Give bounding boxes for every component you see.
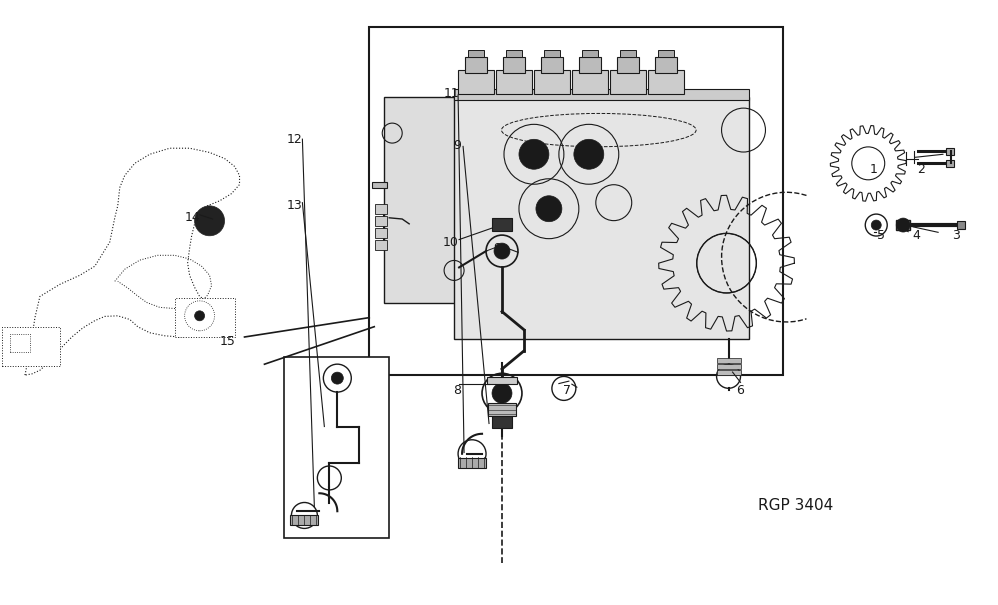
Bar bbox=[384, 97, 469, 302]
Bar bbox=[610, 70, 646, 94]
Text: 11: 11 bbox=[443, 87, 459, 100]
Circle shape bbox=[536, 196, 562, 221]
Text: 1: 1 bbox=[869, 163, 877, 176]
Bar bbox=[375, 228, 387, 238]
Text: 3: 3 bbox=[952, 229, 960, 243]
Bar bbox=[488, 403, 516, 416]
Text: 5: 5 bbox=[877, 229, 885, 243]
Bar bbox=[620, 50, 636, 57]
Text: 10: 10 bbox=[443, 235, 459, 249]
Bar bbox=[290, 515, 318, 525]
Bar bbox=[648, 70, 684, 94]
Bar bbox=[454, 97, 748, 339]
Bar bbox=[506, 50, 522, 57]
Bar bbox=[458, 70, 494, 94]
Circle shape bbox=[494, 243, 510, 259]
Bar bbox=[375, 240, 387, 250]
Bar bbox=[717, 358, 741, 363]
Text: 6: 6 bbox=[737, 384, 745, 397]
Circle shape bbox=[574, 139, 604, 169]
Bar bbox=[372, 182, 387, 188]
Circle shape bbox=[519, 139, 549, 169]
Bar bbox=[458, 458, 486, 468]
Bar bbox=[658, 50, 674, 57]
Text: 8: 8 bbox=[453, 384, 461, 397]
Text: 4: 4 bbox=[912, 229, 920, 243]
Text: 15: 15 bbox=[220, 335, 236, 348]
Bar bbox=[946, 160, 954, 167]
Text: 13: 13 bbox=[286, 199, 302, 212]
Text: 2: 2 bbox=[917, 163, 925, 176]
Circle shape bbox=[195, 311, 205, 321]
Bar bbox=[2, 327, 60, 366]
Bar bbox=[496, 70, 532, 94]
Bar bbox=[582, 50, 598, 57]
Text: 12: 12 bbox=[286, 132, 302, 146]
Circle shape bbox=[896, 218, 910, 232]
Bar bbox=[487, 377, 517, 384]
Circle shape bbox=[195, 206, 225, 236]
Bar bbox=[946, 148, 954, 155]
Bar bbox=[655, 57, 677, 73]
Bar bbox=[544, 50, 560, 57]
Bar bbox=[10, 334, 30, 352]
Bar bbox=[375, 204, 387, 214]
Bar bbox=[541, 57, 563, 73]
Bar bbox=[717, 370, 741, 375]
Circle shape bbox=[871, 220, 881, 230]
Bar bbox=[492, 415, 512, 428]
Text: 9: 9 bbox=[453, 139, 461, 152]
Circle shape bbox=[331, 372, 343, 384]
Bar bbox=[503, 57, 525, 73]
Text: 14: 14 bbox=[185, 211, 201, 224]
Text: RGP 3404: RGP 3404 bbox=[758, 498, 833, 512]
Bar bbox=[957, 221, 965, 229]
Bar bbox=[468, 50, 484, 57]
Bar bbox=[717, 364, 741, 369]
Bar bbox=[896, 220, 910, 230]
Bar bbox=[369, 27, 783, 375]
Bar bbox=[454, 89, 748, 100]
Bar bbox=[465, 57, 487, 73]
Text: 9: 9 bbox=[493, 241, 501, 255]
Bar bbox=[175, 298, 235, 337]
Bar bbox=[617, 57, 639, 73]
Bar bbox=[492, 218, 512, 231]
Bar bbox=[534, 70, 570, 94]
Bar bbox=[284, 357, 389, 538]
Text: 7: 7 bbox=[563, 384, 571, 397]
Bar bbox=[375, 216, 387, 226]
Bar bbox=[579, 57, 601, 73]
Bar bbox=[572, 70, 608, 94]
Circle shape bbox=[492, 384, 512, 403]
